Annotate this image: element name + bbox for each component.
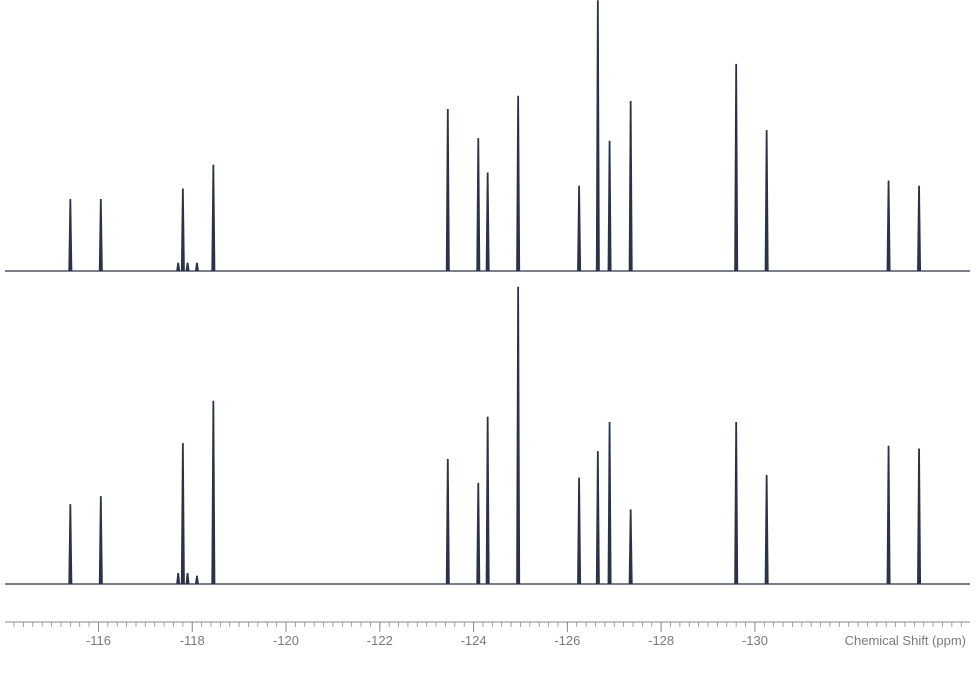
peak	[577, 185, 582, 272]
peak	[176, 573, 181, 585]
x-axis-major-ticks	[97, 622, 756, 632]
tick-label: -118	[180, 633, 205, 648]
peak	[476, 482, 481, 585]
peak	[98, 496, 103, 585]
peak	[180, 443, 185, 585]
peak	[185, 573, 190, 585]
peak	[886, 445, 891, 585]
peak	[764, 474, 769, 585]
peak	[628, 101, 633, 272]
peak	[516, 286, 521, 585]
spectrum-trace-2	[5, 286, 970, 585]
tick-label: -124	[461, 633, 487, 648]
tick-label: -128	[648, 633, 674, 648]
peak	[886, 180, 891, 272]
peak	[68, 504, 73, 585]
x-axis-title: Chemical Shift (ppm)	[845, 633, 966, 648]
peak	[68, 199, 73, 272]
tick-label: -126	[554, 633, 580, 648]
peak	[194, 262, 199, 272]
peak	[98, 199, 103, 272]
peak	[607, 140, 612, 272]
peak	[917, 448, 922, 585]
spectrum-trace-1	[5, 0, 970, 272]
tick-label: -120	[273, 633, 299, 648]
x-axis-tick-labels: -116 -118 -120 -122 -124 -126 -128 -130	[86, 633, 768, 648]
peak	[595, 451, 600, 585]
peak	[445, 459, 450, 585]
peak	[180, 188, 185, 272]
peak	[917, 185, 922, 272]
peak	[595, 0, 600, 272]
tick-label: -130	[742, 633, 768, 648]
peak	[764, 130, 769, 272]
spectrum-traces	[5, 0, 970, 585]
peak	[734, 63, 739, 272]
tick-label: -116	[86, 633, 111, 648]
peak	[185, 262, 190, 272]
peak	[176, 262, 181, 272]
peak	[476, 138, 481, 272]
x-axis: -116 -118 -120 -122 -124 -126 -128 -130 Chemica…	[5, 621, 970, 648]
peak	[734, 421, 739, 585]
peak	[485, 172, 490, 272]
peak	[485, 416, 490, 585]
tick-label: -122	[367, 633, 393, 648]
peak	[577, 477, 582, 585]
peak	[194, 575, 199, 585]
peak	[445, 108, 450, 272]
peak	[628, 509, 633, 585]
peak	[211, 400, 216, 585]
peak	[516, 95, 521, 272]
peak	[607, 421, 612, 585]
peak	[211, 164, 216, 272]
x-axis-minor-ticks	[13, 622, 962, 627]
